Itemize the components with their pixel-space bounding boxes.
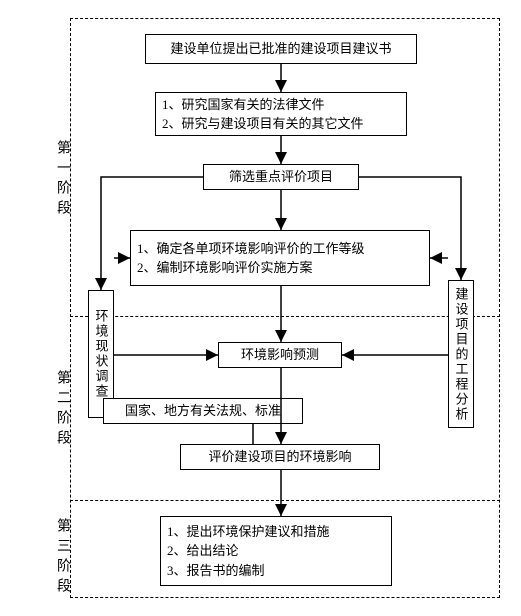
phase-1-label: 第一阶段: [52, 140, 72, 220]
phase-divider-2: [70, 500, 500, 501]
node-engineering-analysis-text: 建设项目的工程分析: [452, 287, 471, 422]
node-determine-grade: 1、确定各单项环境影响评价的工作等级 2、编制环境影响评价实施方案: [130, 230, 430, 286]
flowchart-canvas: 第一阶段 第二阶段 第三阶段 建设单位提出已批准的建设项目建议书 1、研究国家有…: [0, 0, 521, 616]
phase-divider-1: [70, 316, 500, 317]
node-conclusion-line2: 2、给出结论: [167, 541, 330, 561]
node-conclusion-line3: 3、报告书的编制: [167, 561, 330, 581]
node-study-laws-line1: 1、研究国家有关的法律文件: [162, 95, 364, 115]
node-study-laws-line2: 2、研究与建设项目有关的其它文件: [162, 114, 364, 134]
node-conclusion: 1、提出环境保护建议和措施 2、给出结论 3、报告书的编制: [160, 516, 392, 586]
node-proposal: 建设单位提出已批准的建设项目建议书: [145, 34, 417, 64]
node-evaluate-impact: 评价建设项目的环境影响: [180, 444, 380, 470]
node-engineering-analysis: 建设项目的工程分析: [448, 280, 474, 428]
node-impact-forecast-text: 环境影响预测: [241, 345, 319, 365]
node-determine-grade-line2: 2、编制环境影响评价实施方案: [137, 258, 365, 278]
node-regulations: 国家、地方有关法规、标准: [103, 398, 303, 424]
node-determine-grade-line1: 1、确定各单项环境影响评价的工作等级: [137, 239, 365, 259]
node-proposal-text: 建设单位提出已批准的建设项目建议书: [170, 39, 391, 59]
phase-3-label: 第三阶段: [52, 518, 72, 598]
node-evaluate-impact-text: 评价建设项目的环境影响: [208, 447, 351, 467]
node-screen-key-items-text: 筛选重点评价项目: [229, 167, 333, 187]
node-impact-forecast: 环境影响预测: [218, 342, 342, 368]
node-study-laws: 1、研究国家有关的法律文件 2、研究与建设项目有关的其它文件: [155, 92, 407, 136]
phase-2-label: 第二阶段: [52, 370, 72, 450]
node-regulations-text: 国家、地方有关法规、标准: [125, 401, 281, 421]
node-conclusion-line1: 1、提出环境保护建议和措施: [167, 522, 330, 542]
node-env-survey-text: 环境现状调查: [92, 309, 111, 399]
node-screen-key-items: 筛选重点评价项目: [203, 164, 359, 190]
